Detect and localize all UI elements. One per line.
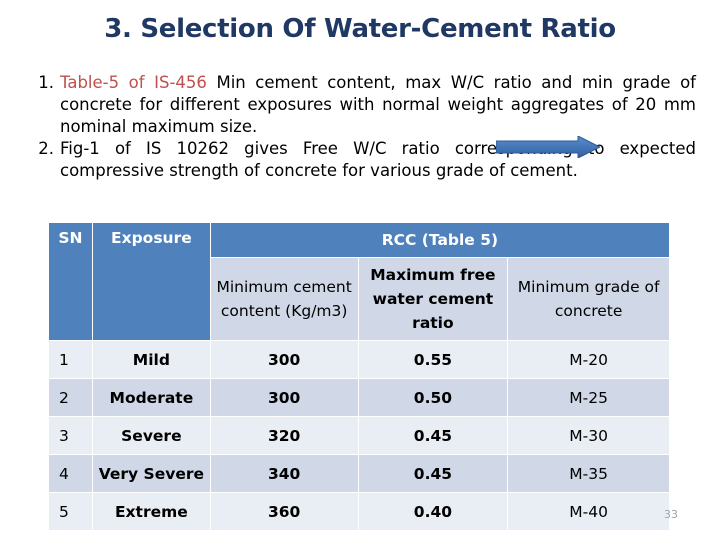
table-row: 2 Moderate 300 0.50 M-25: [48, 378, 670, 417]
cell-wc: 0.45: [357, 454, 509, 493]
cell-wc: 0.40: [357, 492, 509, 531]
bullet-list: 1. Table-5 of IS-456 Min cement content,…: [24, 72, 696, 182]
table-row: 1 Mild 300 0.55 M-20: [48, 340, 670, 379]
cell-exposure: Severe: [91, 416, 211, 455]
page-number: 33: [664, 508, 678, 521]
cell-sn: 2: [48, 378, 93, 417]
cell-grade: M-25: [507, 378, 670, 417]
header-max-wc-ratio: Maximum free water cement ratio: [357, 257, 509, 341]
header-min-grade: Minimum grade of concrete: [507, 257, 670, 341]
header-exposure: Exposure: [91, 222, 211, 341]
table-row: 5 Extreme 360 0.40 M-40: [48, 492, 670, 531]
slide-title: 3. Selection Of Water-Cement Ratio: [104, 14, 616, 44]
table-row: 3 Severe 320 0.45 M-30: [48, 416, 670, 455]
bullet-number: 1.: [38, 73, 54, 92]
cell-grade: M-30: [507, 416, 670, 455]
header-rcc-table5: RCC (Table 5): [209, 222, 671, 258]
cell-cement: 300: [209, 378, 359, 417]
cell-exposure: Mild: [91, 340, 211, 379]
cell-sn: 1: [48, 340, 93, 379]
cell-sn: 3: [48, 416, 93, 455]
cell-exposure: Extreme: [91, 492, 211, 531]
header-min-cement: Minimum cement content (Kg/m3): [209, 257, 359, 341]
cell-grade: M-20: [507, 340, 670, 379]
cell-wc: 0.50: [357, 378, 509, 417]
bullet-number: 2.: [38, 139, 54, 158]
cell-sn: 5: [48, 492, 93, 531]
is456-reference: Table-5 of IS-456: [60, 73, 207, 92]
cell-cement: 360: [209, 492, 359, 531]
cell-sn: 4: [48, 454, 93, 493]
cell-grade: M-40: [507, 492, 670, 531]
cell-exposure: Very Severe: [91, 454, 211, 493]
cell-cement: 300: [209, 340, 359, 379]
cell-wc: 0.55: [357, 340, 509, 379]
bullet-text: Min cement content, max W/C ratio and mi…: [60, 73, 696, 136]
exposure-requirements-table: SN Exposure RCC (Table 5) Minimum cement…: [48, 222, 671, 531]
cell-wc: 0.45: [357, 416, 509, 455]
table-row: 4 Very Severe 340 0.45 M-35: [48, 454, 670, 493]
header-sn: SN: [48, 222, 93, 341]
bullet-point-1: 1. Table-5 of IS-456 Min cement content,…: [24, 72, 696, 138]
cell-cement: 320: [209, 416, 359, 455]
cell-exposure: Moderate: [91, 378, 211, 417]
cell-cement: 340: [209, 454, 359, 493]
bullet-text: Fig-1 of IS 10262 gives Free W/C ratio c…: [60, 139, 696, 180]
right-arrow-icon: [496, 136, 600, 158]
cell-grade: M-35: [507, 454, 670, 493]
